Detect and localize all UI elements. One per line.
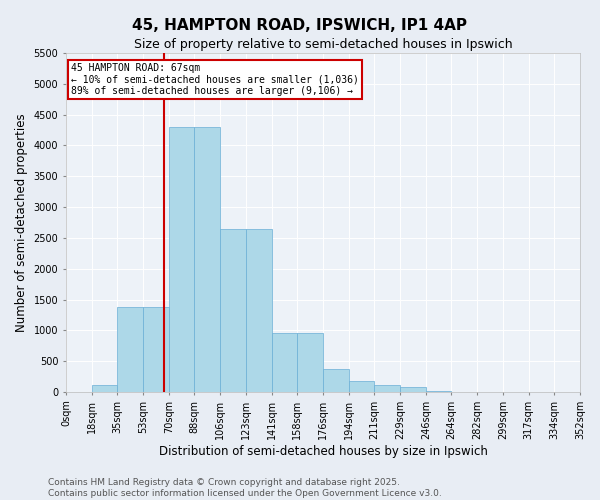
Bar [349, 382, 374, 392]
Bar [118, 307, 143, 392]
Bar [297, 334, 323, 392]
X-axis label: Distribution of semi-detached houses by size in Ipswich: Distribution of semi-detached houses by … [158, 444, 487, 458]
Y-axis label: Number of semi-detached properties: Number of semi-detached properties [15, 113, 28, 332]
Bar [143, 307, 169, 392]
Bar [220, 228, 246, 392]
Text: 45, HAMPTON ROAD, IPSWICH, IP1 4AP: 45, HAMPTON ROAD, IPSWICH, IP1 4AP [133, 18, 467, 32]
Text: Contains HM Land Registry data © Crown copyright and database right 2025.
Contai: Contains HM Land Registry data © Crown c… [48, 478, 442, 498]
Title: Size of property relative to semi-detached houses in Ipswich: Size of property relative to semi-detach… [134, 38, 512, 51]
Bar [323, 368, 349, 392]
Bar [92, 384, 118, 392]
Text: 45 HAMPTON ROAD: 67sqm
← 10% of semi-detached houses are smaller (1,036)
89% of : 45 HAMPTON ROAD: 67sqm ← 10% of semi-det… [71, 63, 359, 96]
Bar [374, 384, 400, 392]
Bar [194, 127, 220, 392]
Bar [246, 228, 272, 392]
Bar [169, 127, 194, 392]
Bar [400, 387, 426, 392]
Bar [272, 334, 297, 392]
